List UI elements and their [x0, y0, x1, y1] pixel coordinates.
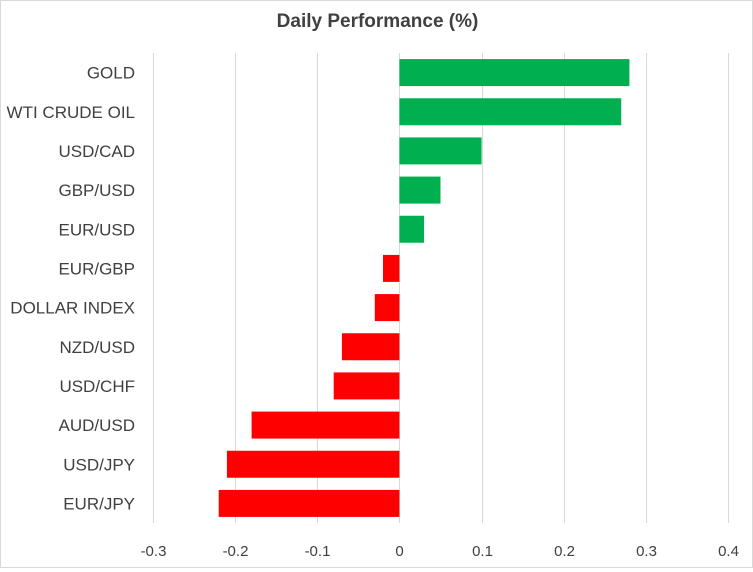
gridlines — [153, 53, 729, 523]
bar — [251, 411, 400, 439]
category-label: EUR/GBP — [58, 259, 135, 278]
category-label: NZD/USD — [59, 338, 135, 357]
category-label: DOLLAR INDEX — [10, 299, 135, 318]
bar — [218, 489, 400, 517]
chart-title: Daily Performance (%) — [276, 11, 479, 32]
x-tick-label: -0.3 — [141, 543, 167, 560]
bar — [333, 372, 400, 400]
x-axis-ticks: -0.3 -0.2 -0.1 0 0.1 0.2 0.3 0.4 — [141, 543, 739, 560]
category-label: EUR/JPY — [63, 494, 135, 513]
x-tick-label: -0.2 — [223, 543, 249, 560]
x-tick-label: 0.1 — [472, 543, 493, 560]
category-label: EUR/USD — [58, 220, 135, 239]
category-labels: GOLD WTI CRUDE OIL USD/CAD GBP/USD EUR/USD EU… — [7, 64, 135, 514]
bar — [399, 176, 441, 204]
bar — [383, 254, 400, 282]
bar — [399, 98, 622, 126]
x-tick-label: 0.3 — [636, 543, 657, 560]
category-label: USD/CAD — [58, 142, 135, 161]
bar — [399, 215, 425, 243]
category-label: USD/JPY — [63, 455, 135, 474]
x-tick-label: 0 — [395, 543, 403, 560]
category-label: AUD/USD — [58, 416, 135, 435]
bar — [399, 137, 482, 165]
bar — [399, 59, 630, 87]
category-label: WTI CRUDE OIL — [7, 103, 135, 122]
bar — [374, 294, 400, 322]
x-tick-label: 0.4 — [718, 543, 739, 560]
category-label: GBP/USD — [58, 181, 135, 200]
category-label: USD/CHF — [59, 377, 135, 396]
x-tick-label: -0.1 — [305, 543, 331, 560]
bar — [341, 333, 400, 361]
category-label: GOLD — [87, 64, 135, 83]
x-tick-label: 0.2 — [554, 543, 575, 560]
bar — [226, 450, 400, 478]
bars — [218, 59, 630, 517]
